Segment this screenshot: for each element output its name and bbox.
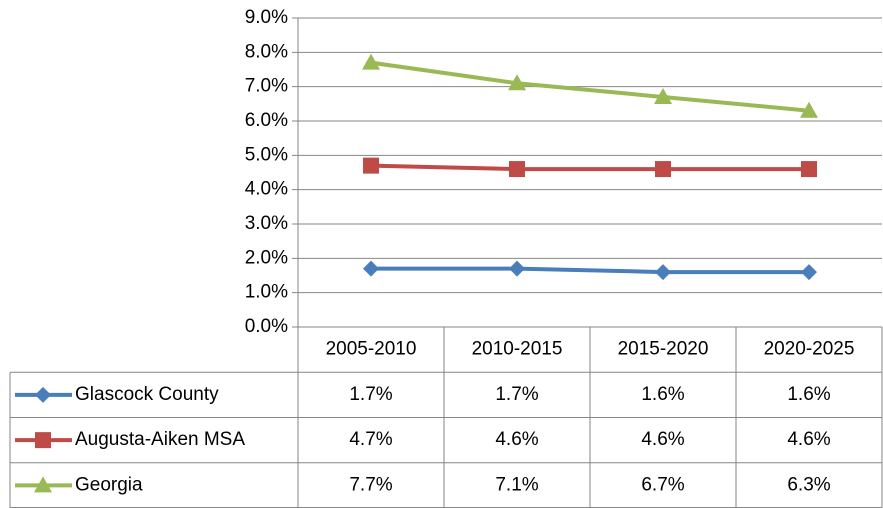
data-point (654, 87, 672, 104)
legend-marker (35, 432, 51, 449)
data-point (363, 157, 379, 174)
data-point (362, 53, 380, 70)
y-tick-label: 6.0% (245, 110, 288, 131)
legend-marker (34, 476, 52, 493)
data-point (801, 161, 817, 178)
table-value: 1.7% (495, 384, 538, 405)
table-value: 7.7% (349, 474, 392, 495)
x-tick-label: 2005-2010 (326, 339, 417, 360)
x-tick-label: 2010-2015 (472, 339, 563, 360)
y-tick-label: 9.0% (245, 7, 288, 28)
table-value: 4.6% (787, 429, 830, 450)
legend-label: Glascock County (75, 384, 219, 405)
table-value: 4.6% (495, 429, 538, 450)
table-value: 1.6% (787, 384, 830, 405)
data-point (801, 264, 817, 281)
data-point (509, 161, 525, 178)
series-line (371, 266, 809, 275)
table-value: 1.7% (349, 384, 392, 405)
y-tick-label: 5.0% (245, 144, 288, 165)
y-tick-label: 2.0% (245, 247, 288, 268)
data-point (363, 260, 379, 277)
data-point (508, 74, 526, 91)
table-value: 7.1% (495, 474, 538, 495)
y-tick-label: 3.0% (245, 213, 288, 234)
table-value: 6.7% (641, 474, 684, 495)
data-point (655, 264, 671, 281)
x-tick-label: 2020-2025 (764, 339, 855, 360)
data-point (800, 101, 818, 118)
table-value: 4.7% (349, 429, 392, 450)
data-point (509, 260, 525, 277)
y-tick-label: 8.0% (245, 41, 288, 62)
y-tick-label: 1.0% (245, 282, 288, 303)
x-tick-label: 2015-2020 (618, 339, 709, 360)
legend-label: Augusta-Aiken MSA (75, 429, 245, 450)
data-point (655, 161, 671, 178)
y-tick-label: 4.0% (245, 179, 288, 200)
table-value: 1.6% (641, 384, 684, 405)
y-tick-label: 0.0% (245, 316, 288, 337)
y-tick-label: 7.0% (245, 76, 288, 97)
legend-label: Georgia (75, 474, 143, 495)
series-line (370, 163, 809, 172)
series-line (370, 60, 810, 113)
legend-marker (35, 386, 51, 403)
table-value: 4.6% (641, 429, 684, 450)
table-value: 6.3% (787, 474, 830, 495)
